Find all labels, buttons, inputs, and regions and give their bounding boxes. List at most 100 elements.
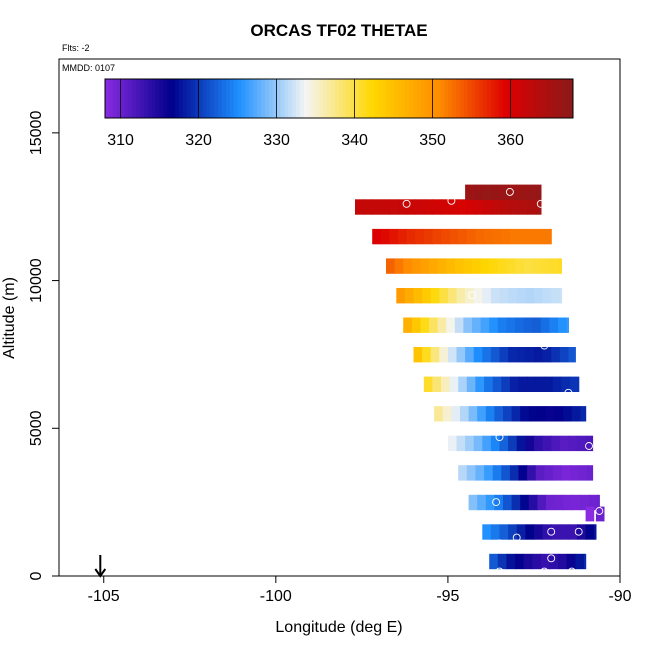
heatmap-cell (480, 258, 490, 274)
colorbar-segment (502, 79, 508, 118)
data-point-marker (574, 527, 583, 536)
heatmap-cell (551, 347, 561, 363)
heatmap-cell (528, 406, 538, 422)
colorbar-segment (479, 79, 484, 118)
colorbar-segment (381, 79, 387, 118)
heatmap-cell (396, 288, 406, 304)
heatmap-cell (523, 317, 533, 333)
colorbar-tick-label: 310 (107, 132, 134, 149)
colorbar-segment (530, 79, 535, 118)
heatmap-cell (420, 258, 430, 274)
heatmap-cell (482, 288, 492, 304)
colorbar-segment (151, 79, 157, 118)
heatmap-cell (518, 376, 528, 392)
heatmap-cell (577, 524, 587, 540)
heatmap-cell (535, 228, 545, 245)
heatmap-cell (501, 376, 511, 392)
heatmap-cell (456, 347, 466, 363)
heatmap-cell (571, 406, 581, 422)
heatmap-cell (527, 199, 537, 215)
heatmap-cell (473, 435, 483, 452)
heatmap-cell (463, 317, 473, 333)
heatmap-cell (542, 435, 552, 452)
heatmap-cell (484, 465, 494, 481)
heatmap-cell (566, 317, 569, 333)
colorbar-segment (456, 79, 461, 118)
heatmap-cell (518, 199, 528, 215)
heatmap-cell (490, 347, 501, 363)
colorbar-segment (526, 79, 531, 118)
heatmap-cell (594, 524, 597, 540)
colorbar-segment (339, 79, 344, 118)
heatmap-cell (372, 199, 382, 215)
colorbar-segment (300, 79, 305, 118)
heatmap-cell (544, 228, 552, 245)
colorbar-segment (448, 79, 453, 118)
data-point-marker (447, 196, 456, 205)
data-point-marker (536, 199, 545, 208)
heatmap-cell (489, 317, 499, 333)
heatmap-cell (468, 406, 478, 422)
heatmap-cell (509, 376, 520, 392)
colorbar-segment (335, 79, 340, 118)
heatmap-cell (534, 288, 544, 304)
heatmap-cell (497, 553, 507, 570)
colorbar-segment (378, 79, 383, 118)
colorbar-segment (518, 79, 523, 118)
heatmap-cell (472, 258, 482, 274)
colorbar-tick-label: 340 (341, 132, 368, 149)
heatmap-cell (403, 317, 413, 333)
colorbar-segment (194, 79, 200, 118)
colorbar-segment (128, 79, 133, 118)
heatmap-cell (499, 435, 509, 452)
colorbar-segment (233, 79, 239, 118)
x-tick-label: -100 (260, 588, 292, 605)
colorbar-tick-label: 360 (497, 132, 524, 149)
colorbar-segment (385, 79, 391, 118)
colorbar-segment (405, 79, 410, 118)
heatmap-cell (559, 524, 569, 540)
heatmap-cell (568, 524, 578, 540)
colorbar-segment (280, 79, 285, 118)
heatmap-cell (490, 288, 501, 304)
heatmap-cell (554, 406, 564, 422)
heatmap-cell (534, 184, 542, 200)
heatmap-cell (413, 347, 423, 363)
colorbar-tick-label: 330 (263, 132, 290, 149)
heatmap-cell (439, 288, 449, 304)
chart-title: ORCAS TF02 THETAE (250, 21, 427, 40)
colorbar-segment (229, 79, 235, 118)
heatmap-cell (503, 406, 513, 422)
colorbar-segment (471, 79, 476, 118)
heatmap-cell (516, 524, 526, 540)
heatmap-cell (509, 199, 520, 215)
colorbar-segment (198, 79, 203, 118)
colorbar-tick-label: 320 (185, 132, 212, 149)
colorbar-segment (401, 79, 406, 118)
heatmap-cell (439, 347, 449, 363)
colorbar-segment (506, 79, 512, 118)
heatmap-cell (528, 494, 538, 511)
heatmap-cell (511, 494, 521, 511)
heatmap-cell (580, 494, 590, 511)
colorbar-segment (218, 79, 223, 118)
heatmap-cell (525, 288, 535, 304)
colorbar-segment (362, 79, 367, 118)
heatmap-cell (525, 184, 535, 200)
heatmap-cell (499, 288, 509, 304)
heatmap-cell (506, 553, 516, 570)
colorbar-segment (440, 79, 445, 118)
heatmap-cell (489, 553, 499, 570)
heatmap-cell (465, 184, 475, 200)
data-point-marker (402, 199, 411, 208)
heatmap-cell (518, 228, 528, 245)
heatmap-cell (580, 406, 587, 422)
heatmap-cell (497, 258, 507, 274)
heatmap-cell (432, 228, 442, 245)
heatmap-cell (458, 376, 468, 392)
colorbar-segment (225, 79, 231, 118)
colorbar-segment (475, 79, 480, 118)
heatmap-cell (508, 184, 518, 200)
colorbar-segment (108, 79, 114, 118)
heatmap-cell (552, 376, 563, 392)
